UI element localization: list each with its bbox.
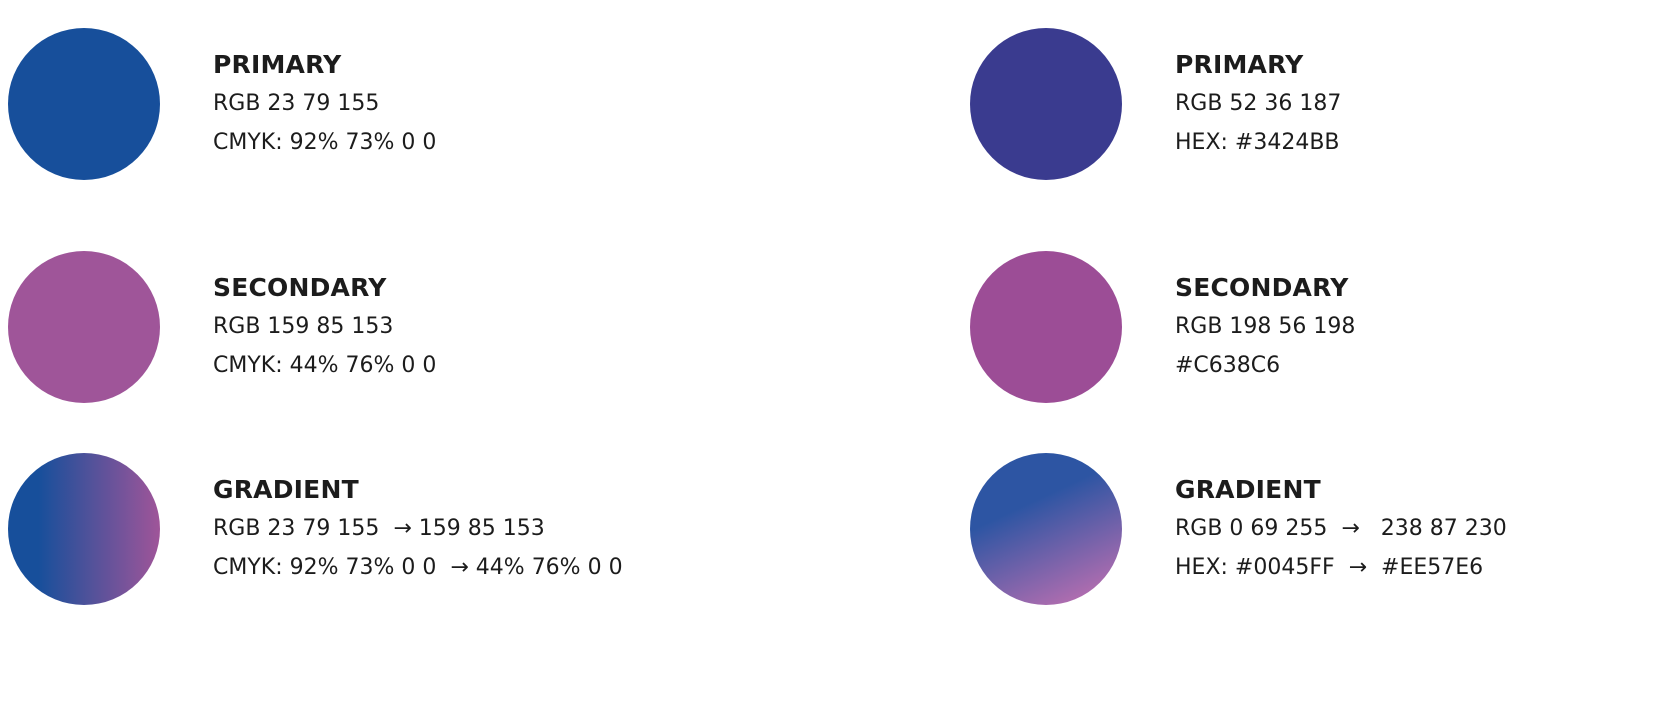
swatch-title: SECONDARY xyxy=(1175,273,1349,302)
swatch-title: GRADIENT xyxy=(213,475,359,504)
swatch-hex: HEX: #3424BB xyxy=(1175,130,1340,155)
swatch-rgb: RGB 0 69 255 → 238 87 230 xyxy=(1175,516,1507,541)
swatch-rgb: RGB 159 85 153 xyxy=(213,314,394,339)
primary-swatch xyxy=(970,28,1122,180)
swatch-rgb: RGB 52 36 187 xyxy=(1175,91,1342,116)
primary-swatch xyxy=(8,28,160,180)
gradient-info: GRADIENT RGB 23 79 155 → 159 85 153 CMYK… xyxy=(213,470,623,587)
swatch-rgb: RGB 198 56 198 xyxy=(1175,314,1356,339)
gradient-info: GRADIENT RGB 0 69 255 → 238 87 230 HEX: … xyxy=(1175,470,1507,587)
secondary-swatch xyxy=(970,251,1122,403)
gradient-swatch xyxy=(8,453,160,605)
swatch-title: GRADIENT xyxy=(1175,475,1321,504)
swatch-title: PRIMARY xyxy=(213,50,342,79)
swatch-rgb: RGB 23 79 155 → 159 85 153 xyxy=(213,516,545,541)
swatch-rgb: RGB 23 79 155 xyxy=(213,91,380,116)
swatch-title: PRIMARY xyxy=(1175,50,1304,79)
swatch-hex: #C638C6 xyxy=(1175,353,1281,378)
secondary-info: SECONDARY RGB 198 56 198 #C638C6 xyxy=(1175,268,1355,385)
swatch-cmyk: CMYK: 92% 73% 0 0 → 44% 76% 0 0 xyxy=(213,555,623,580)
primary-info: PRIMARY RGB 23 79 155 CMYK: 92% 73% 0 0 xyxy=(213,45,436,162)
swatch-title: SECONDARY xyxy=(213,273,387,302)
secondary-info: SECONDARY RGB 159 85 153 CMYK: 44% 76% 0… xyxy=(213,268,436,385)
swatch-hex: HEX: #0045FF → #EE57E6 xyxy=(1175,555,1484,580)
swatch-cmyk: CMYK: 92% 73% 0 0 xyxy=(213,130,437,155)
swatch-cmyk: CMYK: 44% 76% 0 0 xyxy=(213,353,437,378)
gradient-swatch xyxy=(970,453,1122,605)
secondary-swatch xyxy=(8,251,160,403)
primary-info: PRIMARY RGB 52 36 187 HEX: #3424BB xyxy=(1175,45,1341,162)
